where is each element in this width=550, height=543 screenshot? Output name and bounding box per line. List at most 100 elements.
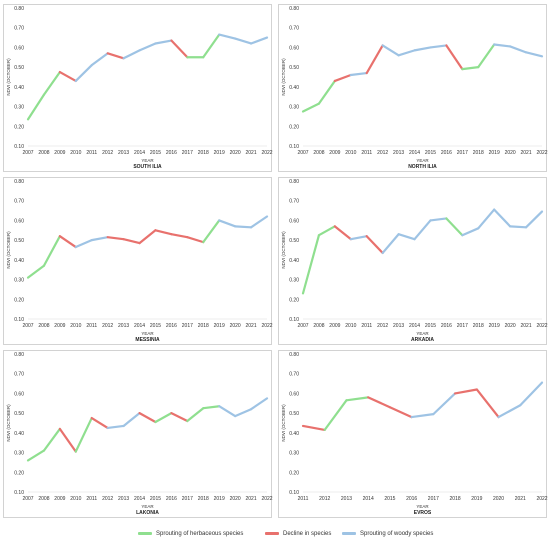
legend-item-herbaceous: Sprouting of herbaceous species: [138, 529, 243, 538]
series-segment: [493, 43, 512, 48]
y-tick-label: 0.60: [14, 391, 24, 397]
legend-item-decline: Decline in species: [265, 529, 331, 538]
x-tick-label: 2021: [515, 496, 526, 502]
series-segment: [202, 33, 221, 59]
series-segment: [249, 36, 269, 45]
series-segment: [74, 64, 93, 83]
series-segment: [413, 46, 432, 52]
x-axis-label: YEAR: [141, 158, 154, 163]
y-tick-label: 0.10: [14, 144, 24, 150]
legend-label-decline: Decline in species: [283, 530, 332, 537]
y-tick-label: 0.70: [14, 372, 24, 378]
x-tick-label: 2012: [377, 150, 388, 156]
y-tick-label: 0.10: [289, 144, 299, 150]
series-segment: [429, 44, 448, 49]
y-axis-label: NDVI (OCTOBER): [281, 58, 286, 96]
chart-title: MESSINIA: [135, 337, 160, 343]
x-tick-label: 2021: [521, 150, 532, 156]
y-tick-label: 0.80: [14, 179, 24, 185]
chart-panel-6: 0.10 0.20 0.30 0.40 0.50 0.60 0.70 0.80 NDVI (OC…: [278, 350, 548, 518]
x-tick-label: 2016: [441, 323, 452, 329]
series-segment: [493, 208, 512, 228]
x-tick-label: 2014: [134, 323, 145, 329]
series-segment: [26, 93, 46, 121]
legend-swatch-herbaceous: [138, 532, 152, 535]
y-tick-label: 0.10: [289, 317, 299, 323]
x-tick-label: 2013: [118, 150, 129, 156]
series-segment: [497, 404, 522, 419]
chart-frame: [278, 177, 547, 345]
y-axis-label: NDVI (OCTOBER): [6, 58, 11, 96]
chart-panel-3: 0.10 0.20 0.30 0.40 0.50 0.60 0.70 0.80 NDVI (OC…: [3, 177, 273, 345]
series-segment: [58, 427, 77, 453]
x-tick-label: 2016: [166, 323, 177, 329]
y-tick-label: 0.30: [289, 278, 299, 284]
chart-title: NORTH ILIA: [408, 164, 437, 170]
y-tick-label: 0.70: [14, 199, 24, 205]
y-tick-label: 0.10: [14, 490, 24, 496]
series-segment: [333, 225, 352, 241]
x-tick-label: 2010: [345, 150, 356, 156]
y-axis-label: NDVI (OCTOBER): [6, 404, 11, 442]
x-tick-label: 2007: [22, 496, 33, 502]
series-segment: [365, 44, 384, 75]
y-tick-label: 0.20: [14, 297, 24, 303]
chart-panel-5: 0.10 0.20 0.30 0.40 0.50 0.60 0.70 0.80 NDVI (OC…: [3, 350, 273, 518]
y-tick-label: 0.70: [14, 26, 24, 32]
series-segment: [453, 388, 478, 395]
series-segment: [218, 33, 237, 40]
series-segment: [381, 44, 400, 57]
x-tick-label: 2020: [230, 496, 241, 502]
x-tick-label: 2013: [118, 496, 129, 502]
x-tick-label: 2017: [182, 323, 193, 329]
x-tick-label: 2011: [361, 150, 372, 156]
y-tick-label: 0.40: [289, 431, 299, 437]
y-tick-label: 0.80: [14, 6, 24, 12]
series-segment: [234, 408, 253, 418]
x-tick-label: 2008: [38, 496, 49, 502]
x-tick-label: 2009: [54, 323, 65, 329]
x-tick-label: 2021: [246, 496, 257, 502]
y-tick-label: 0.80: [289, 6, 299, 12]
x-tick-label: 2008: [313, 150, 324, 156]
chart-panel-4: 0.10 0.20 0.30 0.40 0.50 0.60 0.70 0.80 NDVI (OC…: [278, 177, 548, 345]
series-segment: [397, 233, 416, 241]
series-segment: [461, 66, 480, 71]
series-segment: [138, 42, 157, 52]
chart-title: SOUTH ILIA: [133, 164, 162, 170]
series-segment: [432, 392, 457, 416]
y-tick-label: 0.70: [289, 372, 299, 378]
series-segment: [477, 208, 496, 230]
x-tick-label: 2014: [363, 496, 374, 502]
series-segment: [154, 39, 173, 45]
y-axis-label: NDVI (OCTOBER): [281, 231, 286, 269]
series-segment: [413, 219, 432, 241]
legend-label-herbaceous: Sprouting of herbaceous species: [156, 530, 244, 537]
x-tick-label: 2007: [297, 323, 308, 329]
series-segment: [186, 407, 205, 423]
series-segment: [170, 39, 189, 59]
x-tick-label: 2019: [489, 323, 500, 329]
x-tick-label: 2018: [450, 496, 461, 502]
series-segment: [138, 229, 157, 245]
series-segment: [218, 405, 237, 418]
series-segment: [365, 235, 384, 255]
series-segment: [477, 43, 496, 69]
series-segment: [524, 210, 544, 229]
chart-title: ARKADIA: [411, 337, 434, 343]
series-segment: [301, 424, 326, 431]
y-tick-label: 0.60: [289, 391, 299, 397]
series-segment: [58, 70, 77, 83]
x-tick-label: 2019: [214, 150, 225, 156]
y-tick-label: 0.80: [289, 352, 299, 358]
series-segment: [445, 44, 464, 71]
chart-panel-1: 0.10 0.20 0.30 0.40 0.50 0.60 0.70 0.80 NDVI (OC…: [3, 4, 273, 172]
x-tick-label: 2017: [457, 150, 468, 156]
series-segment: [234, 37, 253, 45]
series-segment: [524, 51, 544, 58]
chart-title: EVROS: [414, 510, 432, 516]
y-tick-label: 0.60: [14, 45, 24, 51]
series-segment: [26, 264, 46, 279]
